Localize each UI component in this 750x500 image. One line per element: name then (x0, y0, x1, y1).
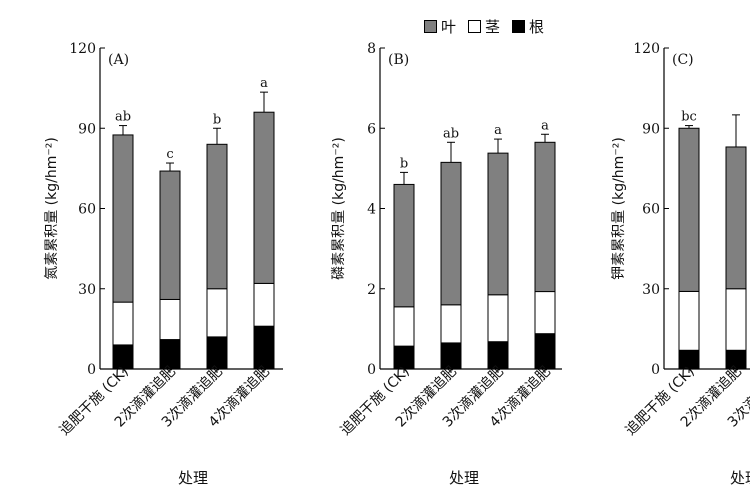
bar-segment-叶-3 (487, 152, 509, 296)
bar-segment-根-3 (487, 341, 509, 370)
significance-label-4: a (260, 76, 268, 91)
bar-segment-茎-2 (725, 288, 747, 351)
y-tick-label-2: 60 (78, 202, 96, 218)
bar-segment-叶-1 (678, 127, 700, 292)
y-tick-label-4: 8 (367, 41, 376, 57)
bar-segment-根-2 (440, 342, 462, 370)
significance-label-4: a (541, 118, 549, 133)
legend-label-leaf: 叶 (441, 17, 457, 36)
legend-label-root: 根 (529, 17, 545, 36)
bar-segment-茎-2 (159, 298, 181, 341)
bar-segment-根-4 (534, 333, 556, 370)
bar-segment-茎-3 (487, 294, 509, 343)
y-axis-title: 钾素累积量 (kg/hm⁻²) (611, 137, 627, 280)
y-axis-title: 磷素累积量 (kg/hm⁻²) (331, 137, 347, 280)
bar-segment-根-4 (253, 325, 275, 370)
legend-swatch-leaf (424, 19, 437, 33)
panel-label: (B) (388, 52, 409, 68)
legend: 叶 茎 根 (424, 14, 544, 38)
bar-segment-茎-1 (393, 306, 415, 347)
y-tick-label-3: 90 (642, 121, 660, 137)
x-axis-title: 处理 (178, 469, 208, 487)
y-tick-label-1: 30 (78, 282, 96, 298)
bar-segment-叶-4 (534, 141, 556, 293)
y-tick-label-0: 0 (651, 362, 660, 378)
significance-label-2: ab (443, 126, 459, 141)
y-tick-label-2: 60 (642, 202, 660, 218)
bar-segment-叶-4 (253, 111, 275, 284)
significance-label-1: b (400, 156, 408, 171)
y-tick-label-4: 120 (69, 41, 96, 57)
y-tick-label-0: 0 (367, 362, 376, 378)
legend-item-stem: 茎 (468, 16, 500, 37)
legend-label-stem: 茎 (485, 17, 501, 36)
significance-label-3: a (494, 123, 502, 138)
significance-label-3: b (213, 112, 221, 127)
y-tick-label-4: 120 (633, 41, 660, 57)
legend-item-root: 根 (512, 16, 544, 37)
bar-segment-叶-1 (393, 183, 415, 308)
bar-segment-叶-3 (206, 143, 228, 290)
bar-segment-叶-2 (159, 170, 181, 300)
x-axis-title: 处理 (449, 469, 479, 487)
bar-segment-茎-4 (253, 282, 275, 327)
y-tick-label-2: 4 (367, 202, 376, 218)
y-axis-title: 氮素累积量 (kg/hm⁻²) (44, 137, 60, 280)
legend-swatch-root (512, 19, 526, 33)
y-tick-label-1: 2 (367, 282, 376, 298)
significance-label-2: c (166, 147, 173, 162)
bar-segment-根-1 (112, 344, 134, 370)
legend-item-leaf: 叶 (424, 16, 456, 37)
bar-segment-根-2 (159, 339, 181, 370)
legend-swatch-stem (468, 19, 482, 33)
panel-label: (C) (672, 52, 694, 68)
significance-label-1: bc (681, 110, 697, 125)
bar-segment-叶-2 (725, 146, 747, 290)
y-tick-label-1: 30 (642, 282, 660, 298)
bar-segment-根-1 (393, 345, 415, 370)
bar-segment-茎-1 (112, 301, 134, 346)
bar-segment-叶-2 (440, 161, 462, 306)
x-axis-title: 处理 (730, 469, 750, 487)
bar-segment-茎-2 (440, 304, 462, 344)
bar-segment-茎-1 (678, 290, 700, 351)
bar-segment-根-3 (206, 336, 228, 370)
bar-segment-茎-3 (206, 288, 228, 338)
panel-label: (A) (108, 52, 129, 68)
bar-segment-叶-1 (112, 134, 134, 303)
y-tick-label-3: 6 (367, 121, 376, 137)
y-tick-label-3: 90 (78, 121, 96, 137)
bar-segment-茎-4 (534, 291, 556, 335)
significance-label-1: ab (115, 110, 131, 125)
y-tick-label-0: 0 (87, 362, 96, 378)
